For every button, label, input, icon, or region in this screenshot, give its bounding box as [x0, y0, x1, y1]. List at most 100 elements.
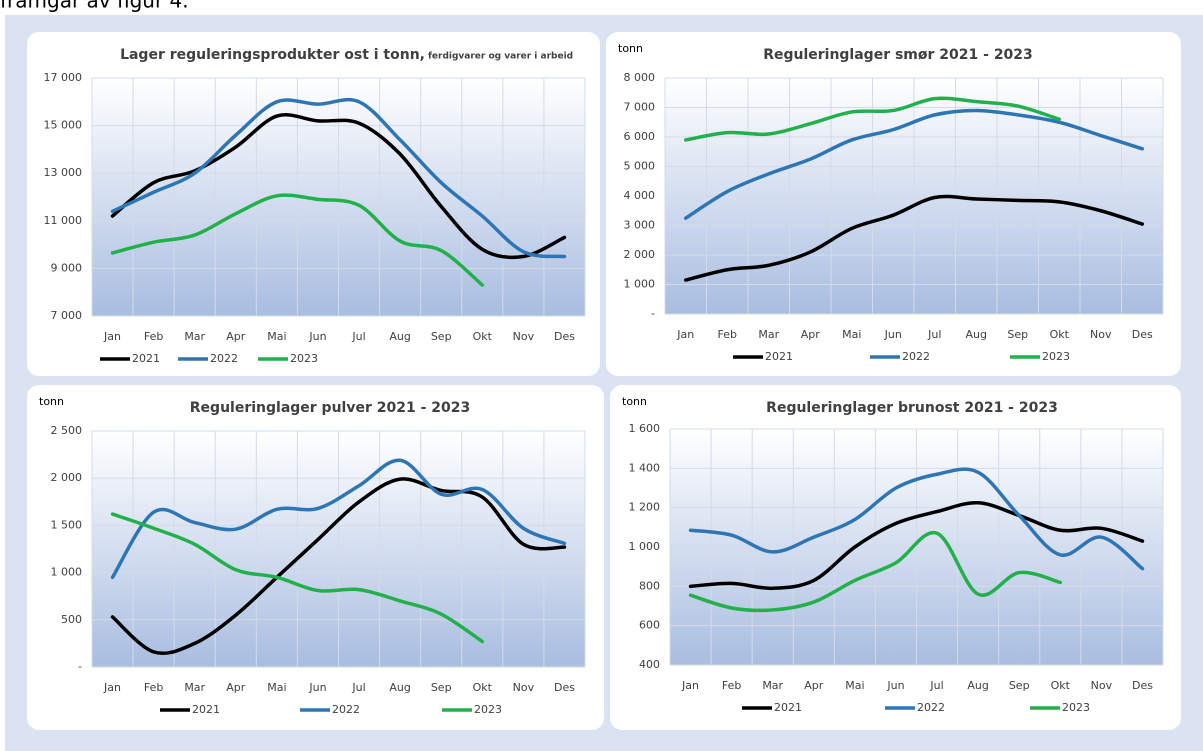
x-tick-label: Aug [967, 679, 988, 692]
y-tick-label: 15 000 [44, 119, 83, 132]
x-tick-label: Jun [886, 679, 904, 692]
x-tick-label: Jul [927, 328, 941, 341]
header-text: framgår av figur 4. [0, 0, 189, 13]
y-tick-label: 9 000 [51, 261, 83, 274]
y-tick-label: 2 500 [51, 424, 83, 437]
x-tick-label: Mai [842, 328, 861, 341]
legend-label: 2022 [332, 703, 360, 716]
series-line [688, 530, 1063, 613]
y-tick-label: 7 000 [624, 101, 656, 114]
y-tick-label: - [651, 307, 655, 320]
x-tick-label: Sep [1007, 328, 1028, 341]
x-tick-label: Jun [884, 328, 902, 341]
y-tick-label: 4 000 [624, 189, 656, 202]
x-tick-label: Des [1132, 328, 1153, 341]
series-line [110, 512, 485, 644]
y-tick-label: 8 000 [624, 71, 656, 84]
x-tick-label: Jan [676, 328, 694, 341]
series-line [110, 193, 485, 287]
x-tick-label: Aug [389, 681, 410, 694]
y-tick-label: 1 000 [624, 278, 656, 291]
x-tick-label: Mai [845, 679, 864, 692]
x-tick-label: Mar [184, 330, 205, 343]
x-tick-label: Jan [103, 330, 121, 343]
x-tick-label: Jul [929, 679, 943, 692]
legend-label: 2022 [210, 352, 238, 365]
y-tick-label: 2 000 [51, 471, 83, 484]
x-tick-label: Sep [431, 330, 452, 343]
series-line [684, 96, 1061, 142]
chart-title: Lager reguleringsprodukter ost i tonn, [120, 47, 425, 63]
x-tick-label: Nov [1090, 328, 1112, 341]
legend-label: 2021 [132, 352, 160, 365]
y-axis-label: tonn [618, 42, 643, 55]
y-tick-label: 17 000 [44, 71, 83, 84]
x-tick-label: Mai [267, 330, 286, 343]
x-tick-label: Apr [801, 328, 821, 341]
x-tick-label: Mar [762, 679, 783, 692]
x-tick-label: Sep [431, 681, 452, 694]
x-tick-label: Des [554, 330, 575, 343]
y-tick-label: 600 [639, 619, 660, 632]
x-tick-label: Mar [184, 681, 205, 694]
x-tick-label: Apr [226, 681, 246, 694]
y-tick-label: 1 400 [629, 461, 661, 474]
y-tick-label: 500 [61, 613, 82, 626]
x-tick-label: Okt [1051, 679, 1071, 692]
x-tick-label: Aug [966, 328, 987, 341]
y-tick-label: - [78, 660, 82, 673]
x-tick-label: Mar [758, 328, 779, 341]
y-tick-label: 13 000 [44, 166, 83, 179]
x-tick-label: Apr [226, 330, 246, 343]
y-tick-label: 7 000 [51, 309, 83, 322]
legend-label: 2021 [774, 701, 802, 714]
x-tick-label: Nov [1091, 679, 1113, 692]
y-axis-label: tonn [622, 395, 647, 408]
x-tick-label: Okt [473, 681, 493, 694]
series-line [110, 97, 567, 259]
y-tick-label: 11 000 [44, 214, 83, 227]
chart-title: Reguleringlager pulver 2021 - 2023 [190, 400, 470, 416]
x-tick-label: Feb [144, 330, 163, 343]
series-line [110, 477, 567, 656]
x-tick-label: Sep [1009, 679, 1030, 692]
x-tick-label: Okt [1050, 328, 1070, 341]
x-tick-label: Mai [267, 681, 286, 694]
legend-label: 2022 [902, 350, 930, 363]
x-tick-label: Apr [804, 679, 824, 692]
x-tick-label: Jul [351, 330, 365, 343]
chart-title: Reguleringlager smør 2021 - 2023 [763, 47, 1033, 63]
y-tick-label: 1 200 [629, 501, 661, 514]
x-tick-label: Feb [722, 679, 741, 692]
x-tick-label: Des [1132, 679, 1153, 692]
legend-label: 2022 [917, 701, 945, 714]
legend-label: 2021 [192, 703, 220, 716]
y-tick-label: 1 000 [629, 540, 661, 553]
y-tick-label: 6 000 [624, 130, 656, 143]
series-line [684, 194, 1144, 282]
x-tick-label: Des [554, 681, 575, 694]
series-line [110, 113, 567, 260]
series-line [110, 458, 567, 580]
series-line [688, 467, 1145, 571]
chart-subtitle: ferdigvarer og varer i arbeid [428, 52, 573, 62]
legend-label: 2023 [290, 352, 318, 365]
y-tick-label: 2 000 [624, 248, 656, 261]
y-tick-label: 1 600 [629, 422, 661, 435]
series-line [688, 500, 1145, 591]
x-tick-label: Jan [681, 679, 699, 692]
x-tick-label: Feb [718, 328, 737, 341]
series-line [684, 108, 1144, 220]
legend-label: 2023 [1062, 701, 1090, 714]
x-tick-label: Jul [351, 681, 365, 694]
y-tick-label: 400 [639, 658, 660, 671]
legend-label: 2021 [765, 350, 793, 363]
x-tick-label: Feb [144, 681, 163, 694]
y-tick-label: 1 500 [51, 518, 83, 531]
y-tick-label: 3 000 [624, 219, 656, 232]
x-tick-label: Jan [103, 681, 121, 694]
x-tick-label: Jun [308, 330, 326, 343]
chart-title: Reguleringlager brunost 2021 - 2023 [766, 400, 1058, 416]
y-axis-label: tonn [39, 395, 64, 408]
